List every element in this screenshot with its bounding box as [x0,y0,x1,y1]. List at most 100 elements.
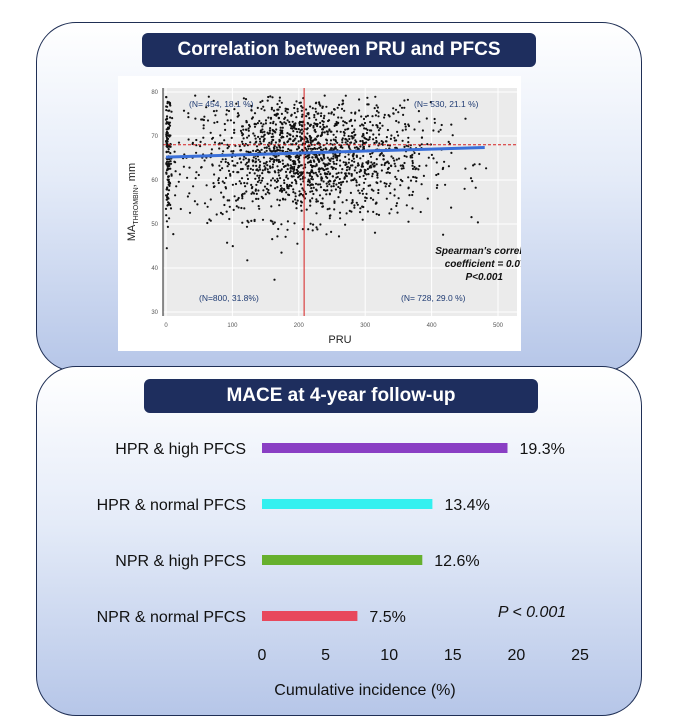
scatter-point [253,125,257,128]
scatter-point [333,201,336,204]
scatter-point [338,177,341,181]
scatter-point [358,109,361,112]
scatter-point [298,165,301,168]
scatter-point [375,104,378,107]
scatter-point [403,106,406,109]
scatter-point [278,138,281,141]
scatter-point [345,180,348,183]
scatter-point [293,165,296,168]
scatter-point [309,105,312,108]
scatter-point [294,162,297,165]
scatter-point [312,192,315,196]
scatter-point [447,140,450,143]
scatter-point [219,134,222,137]
scatter-point [358,183,361,186]
scatter-point [373,141,376,145]
scatter-point [309,200,312,203]
scatter-point [223,181,226,185]
scatter-point [271,138,274,141]
scatter-point [232,170,235,173]
scatter-point [283,181,286,185]
scatter-point [258,164,261,167]
scatter-plot: 0 100 200 300 400 500 30 40 50 60 70 80 (N= 454, 1… [118,76,546,351]
scatter-point [259,168,262,171]
scatter-point [340,183,343,186]
scatter-point [206,205,209,208]
scatter-point [278,174,281,177]
scatter-point [205,106,208,109]
scatter-point [411,159,414,163]
scatter-point [246,182,249,185]
scatter-point [332,182,335,185]
scatter-point [308,172,312,175]
scatter-point [235,102,238,105]
scatter-point [330,189,333,192]
scatter-point [341,168,344,171]
scatter-point [372,133,375,136]
scatter-point [327,119,331,122]
scatter-point [395,204,398,207]
scatter-point [397,157,401,160]
scatter-point [311,190,314,193]
scatter-point [343,121,347,124]
scatter-point [297,145,300,148]
scatter-point [276,165,279,168]
scatter-point [300,115,304,118]
scatter-point [167,181,170,184]
scatter-point [286,135,289,138]
scatter-point [319,121,322,124]
scatter-point [218,164,221,167]
scatter-point [271,166,274,169]
scatter-point [266,191,269,194]
scatter-point [232,208,235,211]
scatter-point [372,210,375,213]
scatter-point [246,259,249,262]
scatter-point [264,122,267,125]
scatter-point [478,163,481,166]
scatter-point [298,101,301,104]
scatter-point [234,164,237,167]
scatter-point [304,155,307,159]
scatter-point [339,217,342,220]
quadrant-label-lower-right: (N= 728, 29.0 %) [401,293,466,303]
scatter-point [345,212,348,215]
scatter-point [411,156,414,159]
scatter-point [250,219,253,222]
scatter-point [294,192,297,195]
scatter-point [293,106,296,110]
scatter-point [309,174,312,177]
scatter-point [186,195,189,198]
scatter-point [209,131,212,134]
scatter-point [418,120,421,123]
scatter-point [242,128,245,131]
scatter-point [388,115,391,118]
scatter-point [316,124,319,128]
scatter-point [313,113,316,117]
scatter-point [257,135,260,138]
scatter-point [237,206,240,209]
scatter-point [388,212,391,215]
scatter-point [420,143,423,146]
scatter-point [182,165,185,168]
scatter-point [292,175,295,178]
scatter-point [277,158,280,162]
scatter-point [292,135,295,138]
scatter-point [335,183,338,186]
scatter-point [332,157,335,160]
scatter-point [325,125,328,128]
scatter-point [260,122,263,125]
scatter-point [286,183,289,186]
scatter-point [289,134,292,137]
scatter-point [418,152,421,155]
scatter-point [372,198,375,201]
scatter-point [188,192,191,195]
scatter-point [255,164,258,167]
scatter-point [218,147,221,150]
scatter-point [299,192,302,196]
scatter-point [301,137,304,140]
scatter-point [324,189,327,192]
scatter-point [277,108,280,111]
scatter-point [394,146,397,149]
scatter-point [166,137,170,140]
scatter-point [247,134,250,137]
